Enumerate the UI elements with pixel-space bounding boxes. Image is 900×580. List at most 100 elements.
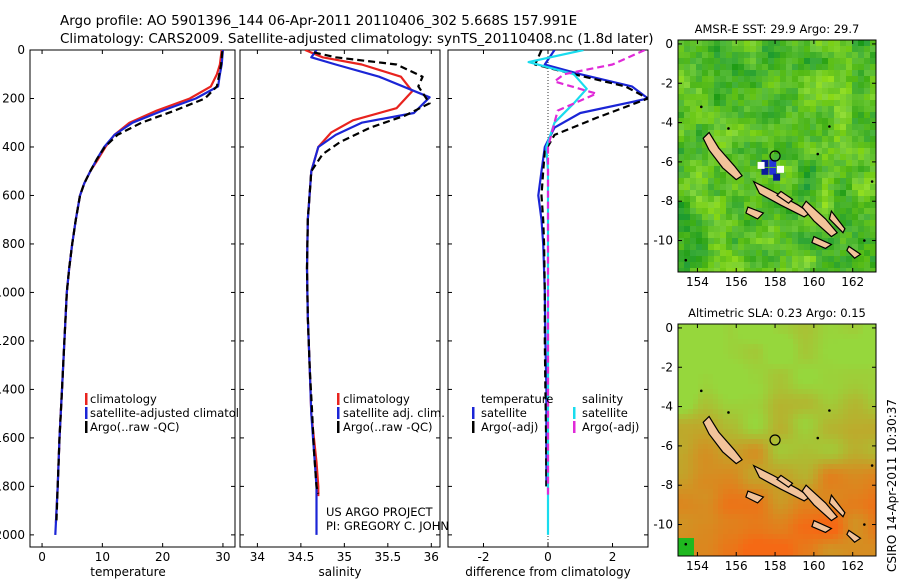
heatmap-cell: [726, 262, 733, 269]
heatmap-cell: [714, 46, 721, 53]
heatmap-cell: [873, 469, 876, 475]
heatmap-cell: [698, 494, 704, 500]
heatmap-cell: [828, 94, 835, 101]
heatmap-cell: [748, 469, 754, 475]
heatmap-cell: [780, 106, 787, 113]
heatmap-cell: [783, 399, 789, 405]
heatmap-cell: [690, 118, 697, 125]
heatmap-cell: [748, 514, 754, 520]
heatmap-cell: [803, 329, 809, 335]
heatmap-cell: [848, 344, 854, 350]
heatmap-cell: [774, 40, 781, 47]
heatmap-cell: [713, 469, 719, 475]
heatmap-cell: [843, 344, 849, 350]
heatmap-cell: [818, 479, 824, 485]
heatmap-cell: [858, 202, 865, 209]
heatmap-cell: [758, 534, 764, 540]
heatmap-cell: [690, 244, 697, 251]
heatmap-cell: [684, 106, 691, 113]
heatmap-cell: [823, 499, 829, 505]
heatmap-cell: [818, 534, 824, 540]
heatmap-cell: [763, 414, 769, 420]
heatmap-cell: [744, 172, 751, 179]
heatmap-cell: [768, 489, 774, 495]
heatmap-cell: [708, 124, 715, 131]
heatmap-cell: [738, 118, 745, 125]
heatmap-cell: [843, 384, 849, 390]
heatmap-cell: [688, 409, 694, 415]
heatmap-cell: [773, 534, 779, 540]
heatmap-cell: [808, 389, 814, 395]
heatmap-cell: [838, 354, 844, 360]
heatmap-cell: [798, 172, 805, 179]
heatmap-cell: [786, 124, 793, 131]
heatmap-cell: [798, 479, 804, 485]
heatmap-cell: [773, 459, 779, 465]
heatmap-cell: [713, 524, 719, 530]
heatmap-cell: [870, 64, 876, 71]
heatmap-cell: [768, 404, 774, 410]
heatmap-cell: [816, 64, 823, 71]
heatmap-cell: [728, 529, 734, 535]
heatmap-cell: [738, 494, 744, 500]
heatmap-cell: [833, 479, 839, 485]
heatmap-cell: [702, 130, 709, 137]
heatmap-cell: [828, 519, 834, 525]
map-y-tick-label: 0: [665, 321, 673, 335]
heatmap-cell: [708, 454, 714, 460]
heatmap-cell: [798, 534, 804, 540]
heatmap-cell: [763, 409, 769, 415]
heatmap-cell: [788, 354, 794, 360]
heatmap-cell: [873, 429, 876, 435]
heatmap-cell: [780, 220, 787, 227]
heatmap-cell: [723, 479, 729, 485]
heatmap-cell: [773, 419, 779, 425]
heatmap-cell: [762, 238, 769, 245]
heatmap-cell: [768, 232, 775, 239]
heatmap-cell: [748, 524, 754, 530]
heatmap-cell: [753, 479, 759, 485]
heatmap-cell: [798, 166, 805, 173]
heatmap-cell: [778, 429, 784, 435]
heatmap-cell: [693, 514, 699, 520]
heatmap-cell: [778, 414, 784, 420]
heatmap-cell: [840, 148, 847, 155]
heatmap-cell: [868, 414, 874, 420]
heatmap-cell: [748, 349, 754, 355]
heatmap-cell: [698, 499, 704, 505]
heatmap-cell: [833, 539, 839, 545]
heatmap-cell: [714, 268, 721, 272]
heatmap-cell: [683, 349, 689, 355]
heatmap-cell: [678, 459, 684, 465]
heatmap-cell: [678, 429, 684, 435]
heatmap-cell: [816, 106, 823, 113]
heatmap-cell: [758, 539, 764, 545]
heatmap-cell: [804, 88, 811, 95]
heatmap-cell: [858, 262, 865, 269]
heatmap-cell: [753, 459, 759, 465]
heatmap-cell: [690, 226, 697, 233]
heatmap-cell: [768, 262, 775, 269]
heatmap-cell: [768, 424, 774, 430]
heatmap-cell: [744, 136, 751, 143]
heatmap-cell: [696, 256, 703, 263]
heatmap-cell: [870, 220, 876, 227]
heatmap-cell: [756, 250, 763, 257]
heatmap-cell: [843, 489, 849, 495]
heatmap-cell: [732, 160, 739, 167]
heatmap-cell: [753, 384, 759, 390]
heatmap-cell: [703, 444, 709, 450]
heatmap-cell: [756, 100, 763, 107]
heatmap-cell: [863, 509, 869, 515]
heatmap-cell: [868, 514, 874, 520]
heatmap-cell: [793, 384, 799, 390]
heatmap-cell: [678, 202, 685, 209]
heatmap-cell: [708, 439, 714, 445]
heatmap-cell: [838, 499, 844, 505]
heatmap-cell: [853, 324, 859, 330]
heatmap-cell: [744, 130, 751, 137]
heatmap-cell: [853, 499, 859, 505]
heatmap-cell: [683, 514, 689, 520]
heatmap-cell: [823, 369, 829, 375]
heatmap-cell: [744, 184, 751, 191]
